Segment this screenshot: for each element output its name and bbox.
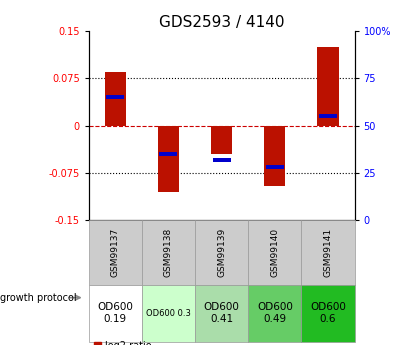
Bar xyxy=(248,220,301,285)
Text: OD600
0.6: OD600 0.6 xyxy=(310,302,346,324)
Text: OD600
0.49: OD600 0.49 xyxy=(257,302,293,324)
Text: GSM99137: GSM99137 xyxy=(111,228,120,277)
Text: OD600
0.19: OD600 0.19 xyxy=(97,302,133,324)
Bar xyxy=(195,220,248,285)
Text: GSM99140: GSM99140 xyxy=(270,228,279,277)
Bar xyxy=(195,285,248,342)
Bar xyxy=(211,126,232,154)
Bar xyxy=(266,166,284,169)
Bar xyxy=(213,158,231,162)
Text: growth protocol: growth protocol xyxy=(0,293,77,303)
Bar xyxy=(158,126,179,192)
Bar xyxy=(301,285,355,342)
Text: OD600
0.41: OD600 0.41 xyxy=(204,302,240,324)
Bar xyxy=(248,285,301,342)
Text: GSM99141: GSM99141 xyxy=(324,228,332,277)
Text: OD600 0.3: OD600 0.3 xyxy=(146,309,191,318)
Bar xyxy=(106,96,124,99)
Text: GSM99139: GSM99139 xyxy=(217,228,226,277)
Bar xyxy=(264,126,285,186)
Bar xyxy=(89,285,142,342)
Bar xyxy=(160,152,177,156)
Legend: log2 ratio, percentile rank within the sample: log2 ratio, percentile rank within the s… xyxy=(93,341,270,345)
Bar xyxy=(301,220,355,285)
Text: GSM99138: GSM99138 xyxy=(164,228,173,277)
Bar xyxy=(319,114,337,118)
Bar xyxy=(89,220,142,285)
Bar xyxy=(318,47,339,126)
Bar xyxy=(142,220,195,285)
Bar xyxy=(142,285,195,342)
Title: GDS2593 / 4140: GDS2593 / 4140 xyxy=(159,15,285,30)
Bar xyxy=(105,72,126,126)
